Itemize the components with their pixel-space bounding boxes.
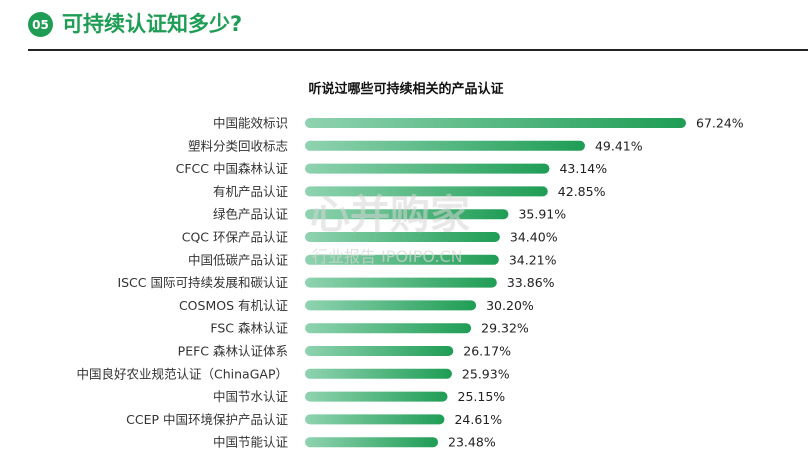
watermark-logo-text: 心并购家 [310,192,470,238]
page-title: 可持续认证知多少? [62,12,243,36]
category-label: PEFC 森林认证体系 [178,344,288,359]
data-label: 25.93% [462,366,510,381]
category-label: COSMOS 有机认证 [179,298,289,313]
data-label: 23.48% [448,435,496,450]
bar [305,140,585,151]
section-number-badge: 05 [28,12,53,37]
bar [305,391,448,402]
category-label: FSC 森林认证 [210,321,288,336]
category-label: 塑料分类回收标志 [188,138,288,153]
data-label: 35.91% [518,207,566,222]
bar [305,163,550,174]
bar [305,209,509,220]
data-label: 49.41% [595,138,643,153]
watermark-sub-text: 行业报告 IPOIPO.CN [312,247,463,266]
data-label: 29.32% [481,321,529,336]
category-label: 中国节水认证 [213,389,289,404]
bar [305,300,477,311]
bar [305,277,497,288]
data-label: 33.86% [507,275,555,290]
data-label: 25.15% [458,389,506,404]
category-label: CQC 环保产品认证 [182,230,289,245]
category-label: ISCC 国际可持续发展和碳认证 [117,275,288,290]
bar [305,254,499,265]
data-label: 42.85% [558,184,606,199]
data-label: 34.21% [509,252,557,267]
watermark: 心并购家 行业报告 IPOIPO.CN [310,192,470,266]
bar [305,232,500,242]
category-label: 绿色产品认证 [213,207,289,222]
bar [305,368,452,379]
category-label: 中国低碳产品认证 [188,252,289,267]
data-label: 30.20% [486,298,534,313]
data-label: 43.14% [559,161,607,176]
category-label: 中国节能认证 [213,435,289,450]
chart-title: 听说过哪些可持续相关的产品认证 [308,82,504,97]
bar [305,323,472,334]
data-label: 67.24% [696,116,744,131]
category-label: CFCC 中国森林认证 [176,161,289,176]
bar [305,186,548,197]
data-label: 24.61% [454,412,502,427]
bar [305,346,454,356]
category-label: 中国良好农业规范认证（ChinaGAP） [77,366,288,381]
bar [305,414,445,425]
section-header: 05 可持续认证知多少? [0,0,812,56]
data-label: 26.17% [463,344,511,359]
bar-group: 中国能效标识 67.24% 塑料分类回收标志 49.41% CFCC 中国森林认证 43.… [77,116,744,450]
bar [305,118,686,128]
bar [305,437,439,448]
header-divider [28,49,808,51]
category-label: CCEP 中国环境保护产品认证 [126,412,288,427]
category-label: 中国能效标识 [213,116,288,131]
data-label: 34.40% [510,230,558,245]
category-label: 有机产品认证 [213,184,289,199]
